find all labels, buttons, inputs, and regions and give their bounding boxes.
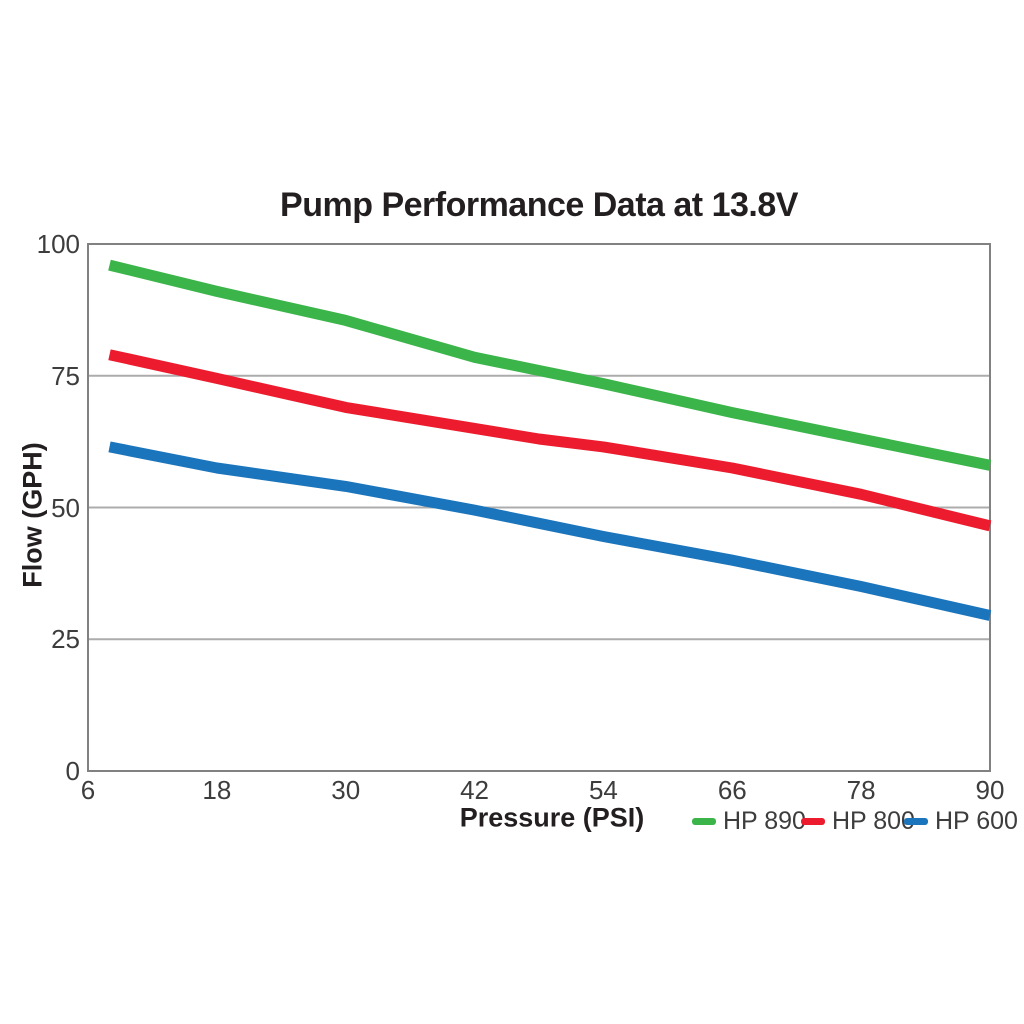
y-tick-label-75: 75 bbox=[51, 360, 80, 391]
legend-label: HP 600 bbox=[935, 807, 1018, 835]
plot-border bbox=[87, 243, 991, 772]
chart-title: Pump Performance Data at 13.8V bbox=[280, 186, 798, 224]
y-tick-label-50: 50 bbox=[51, 492, 80, 523]
y-tick-label-0: 0 bbox=[65, 756, 80, 786]
legend-item-hp-890: HP 890 bbox=[692, 806, 806, 836]
x-tick-label-30: 30 bbox=[331, 775, 361, 805]
series-line-hp-890 bbox=[108, 259, 992, 471]
y-tick-label-100: 100 bbox=[36, 229, 80, 259]
legend-swatch-icon bbox=[692, 817, 716, 825]
x-tick-label-54: 54 bbox=[588, 775, 618, 805]
legend-swatch-icon bbox=[801, 817, 825, 825]
y-tick-label-25: 25 bbox=[51, 624, 80, 655]
x-tick-label-78: 78 bbox=[846, 775, 876, 805]
x-tick-label-6: 6 bbox=[80, 775, 96, 805]
x-tick-label-18: 18 bbox=[202, 775, 232, 805]
series-line-hp-800 bbox=[108, 349, 992, 532]
legend-swatch-icon bbox=[904, 817, 928, 825]
series-line-hp-600 bbox=[108, 441, 992, 621]
legend-label: HP 890 bbox=[723, 807, 806, 835]
legend-label: HP 800 bbox=[832, 807, 915, 835]
legend-item-hp-600: HP 600 bbox=[904, 806, 1018, 836]
x-tick-label-66: 66 bbox=[717, 775, 747, 805]
legend-item-hp-800: HP 800 bbox=[801, 806, 915, 836]
x-tick-label-90: 90 bbox=[975, 775, 1005, 805]
y-axis-label: Flow (GPH) bbox=[17, 442, 48, 588]
x-tick-label-42: 42 bbox=[460, 775, 490, 805]
x-axis-label: Pressure (PSI) bbox=[459, 802, 645, 833]
